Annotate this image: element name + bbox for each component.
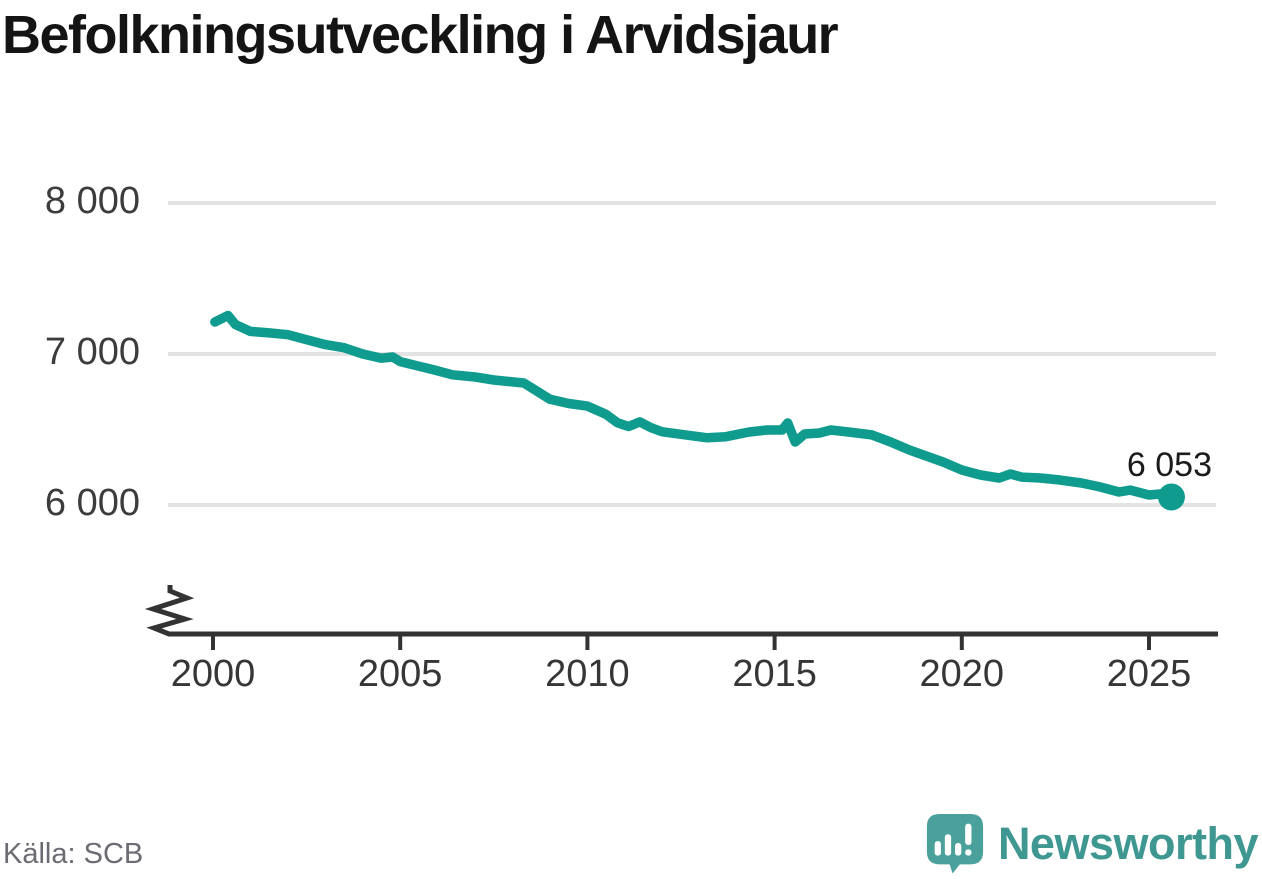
endpoint-value-label: 6 053 — [1126, 446, 1212, 484]
x-tick-label-2000: 2000 — [170, 653, 256, 695]
chart-title: Befolkningsutveckling i Arvidsjaur — [2, 5, 839, 65]
y-axis-break-icon — [144, 585, 195, 637]
source-note: Källa: SCB — [3, 838, 144, 870]
x-tick-label-2005: 2005 — [357, 653, 443, 695]
x-tick-label-2020: 2020 — [919, 653, 1005, 695]
endpoint-dot — [1157, 483, 1185, 511]
y-tick-label-8000: 8 000 — [44, 180, 140, 222]
population-line — [210, 310, 1177, 502]
x-tick-label-2015: 2015 — [732, 653, 817, 695]
x-tick-label-2010: 2010 — [545, 653, 630, 695]
y-tick-label-6000: 6 000 — [44, 482, 140, 524]
y-tick-label-7000: 7 000 — [44, 331, 140, 373]
newsworthy-brand: Newsworthy — [924, 812, 1259, 875]
x-tick-label-2025: 2025 — [1106, 653, 1192, 695]
newsworthy-wordmark: Newsworthy — [997, 817, 1259, 869]
bar-chart-speech-bubble-icon — [926, 813, 984, 874]
